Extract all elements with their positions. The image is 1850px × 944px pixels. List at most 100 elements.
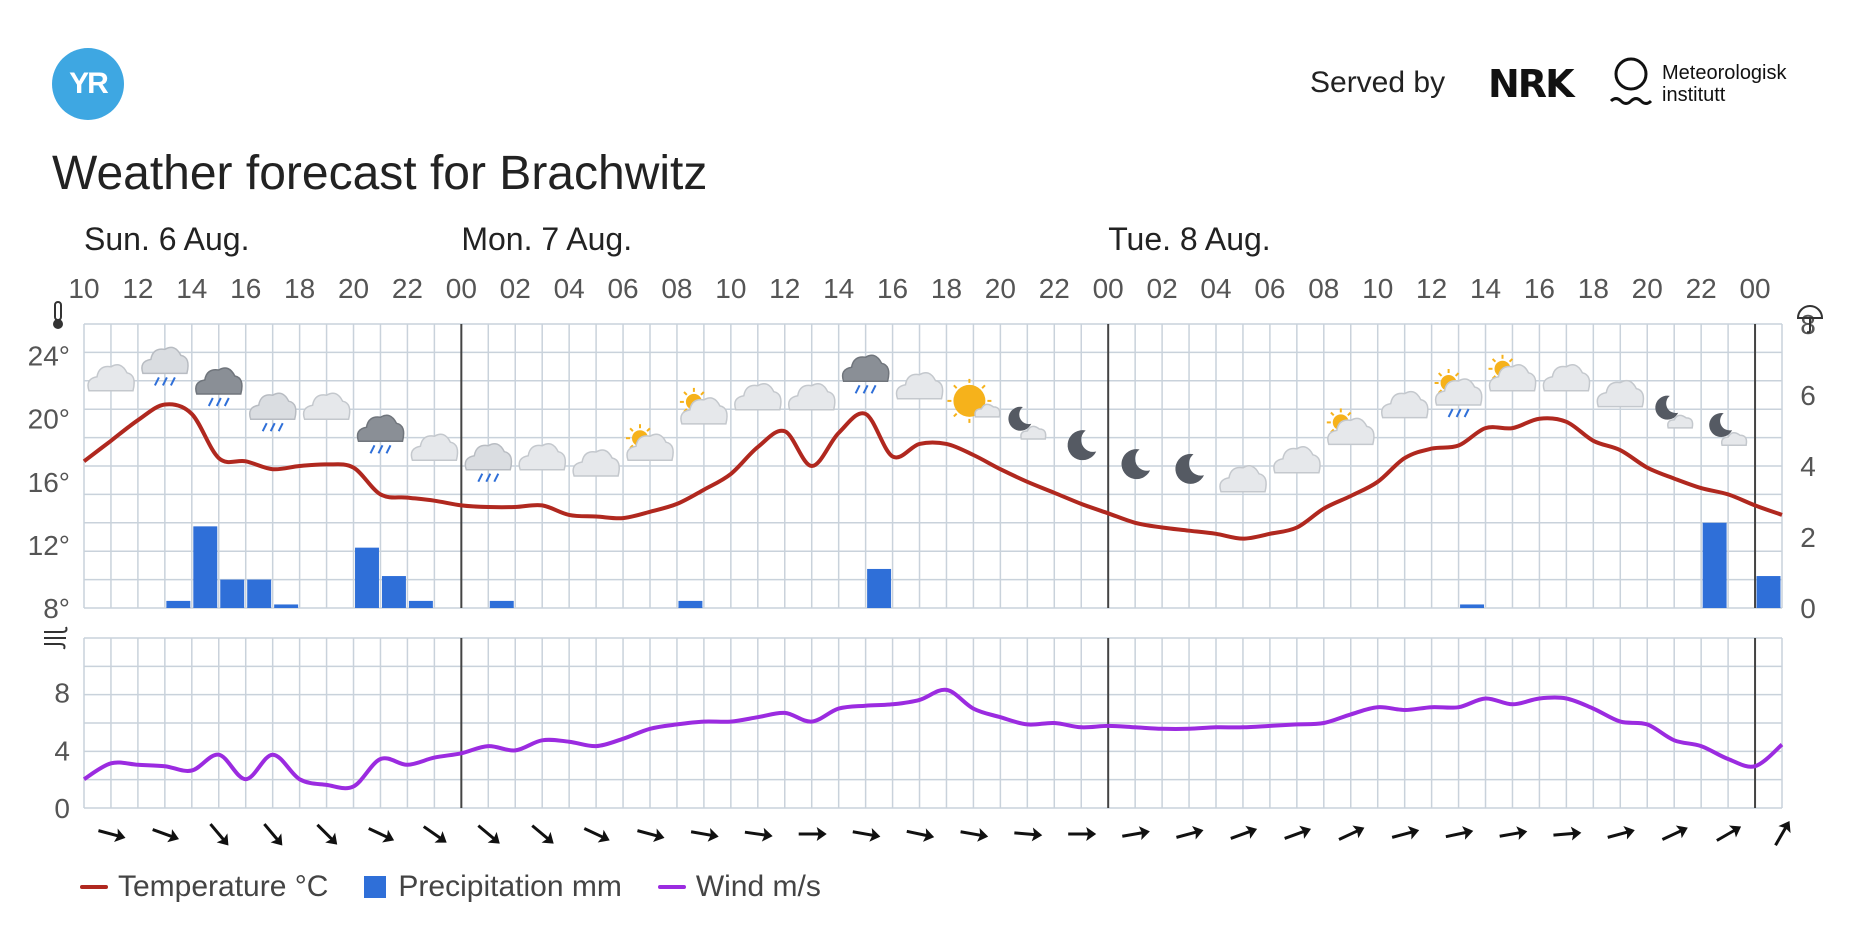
wind-direction-arrow-icon	[316, 823, 338, 845]
hour-tick-label: 18	[931, 273, 962, 304]
chart-legend: Temperature °C Precipitation mm Wind m/s	[80, 870, 857, 904]
wind-direction-arrow-icon	[1338, 825, 1365, 841]
wind-direction-arrow-icon	[1553, 826, 1582, 841]
wind-direction-arrow-icon	[1284, 825, 1311, 840]
header: YR Served by NRK Meteorologisk institutt…	[0, 0, 1850, 200]
weather-cloud-icon	[895, 371, 944, 400]
wind-direction-arrow-icon	[798, 827, 827, 841]
precipitation-bar	[1756, 576, 1781, 608]
wind-direction-arrow-icon	[690, 827, 719, 842]
hour-tick-label: 06	[607, 273, 638, 304]
hour-tick-label: 04	[554, 273, 585, 304]
legend-temperature-swatch	[80, 885, 108, 889]
hour-tick-label: 14	[176, 273, 207, 304]
precip-y-tick-label: 8	[1800, 309, 1816, 340]
wind-direction-arrow-icon	[263, 823, 283, 846]
weather-cloud-icon	[87, 364, 135, 392]
precipitation-bar	[381, 576, 406, 608]
served-by-label: Served by	[1310, 66, 1446, 99]
wind-direction-arrow-icon	[1499, 826, 1528, 841]
temp-y-tick-label: 16°	[28, 467, 70, 498]
weather-cloud-light-rain-icon	[248, 392, 297, 432]
weather-moon-icon	[1121, 449, 1151, 480]
weather-dark-cloud-rain-icon	[841, 354, 890, 394]
precipitation-bar	[274, 604, 299, 608]
wind-direction-arrow-icon	[1068, 827, 1097, 841]
hour-tick-label: 02	[1147, 273, 1178, 304]
wind-direction-arrow-icon	[1716, 825, 1742, 842]
weather-moon-cloud-icon	[1008, 406, 1047, 440]
wind-direction-arrow-icon	[477, 824, 500, 844]
hour-tick-label: 20	[1632, 273, 1663, 304]
weather-partly-sunny-icon	[626, 424, 674, 461]
temp-y-tick-label: 8°	[43, 593, 70, 624]
nrk-logo[interactable]: NRK	[1488, 62, 1575, 106]
weather-partly-sunny-icon	[679, 387, 728, 425]
precipitation-bar	[166, 600, 191, 608]
hour-tick-label: 14	[823, 273, 854, 304]
weather-dark-cloud-rain-icon	[356, 414, 405, 454]
hour-tick-label: 18	[1578, 273, 1609, 304]
weather-cloud-icon	[518, 442, 567, 471]
precipitation-bar	[867, 568, 892, 608]
temperature-line	[82, 402, 1783, 541]
hour-tick-label: 16	[1524, 273, 1555, 304]
hour-tick-label: 10	[68, 273, 99, 304]
hour-tick-label: 12	[769, 273, 800, 304]
hour-tick-label: 22	[1039, 273, 1070, 304]
hour-tick-label: 04	[1200, 273, 1231, 304]
hour-tick-label: 12	[1416, 273, 1447, 304]
hour-tick-label: 12	[122, 273, 153, 304]
wind-direction-arrow-icon	[1122, 826, 1150, 841]
wind-direction-arrow-icon	[98, 828, 126, 843]
wind-y-tick-label: 4	[54, 735, 70, 766]
wind-line	[82, 687, 1784, 791]
precipitation-bar	[408, 600, 433, 608]
weather-cloud-icon	[410, 433, 459, 461]
weather-cloud-icon	[1542, 364, 1591, 392]
hour-tick-label: 08	[661, 273, 692, 304]
weather-partly-sunny-rain-icon	[1434, 369, 1483, 418]
hour-tick-label: 06	[1254, 273, 1285, 304]
hour-tick-label: 10	[1362, 273, 1393, 304]
wind-direction-arrow-icon	[1607, 825, 1635, 840]
met-institute-name: Meteorologisk institutt	[1662, 62, 1787, 106]
weather-cloud-icon	[1273, 446, 1321, 474]
legend-wind: Wind m/s	[657, 870, 821, 904]
temp-y-tick-label: 24°	[28, 341, 70, 372]
hour-tick-label: 18	[284, 273, 315, 304]
weather-cloud-icon	[1219, 465, 1267, 493]
weather-dark-cloud-rain-icon	[195, 367, 243, 407]
wind-direction-arrow-icon	[422, 825, 447, 843]
wind-direction-arrow-icon	[583, 827, 610, 843]
day-label: Tue. 8 Aug.	[1108, 221, 1270, 257]
met-institute-logo-icon[interactable]	[1608, 56, 1654, 112]
hour-tick-label: 16	[877, 273, 908, 304]
weather-cloud-icon	[302, 392, 351, 420]
temp-y-tick-label: 20°	[28, 404, 70, 435]
wind-direction-arrow-icon	[1176, 825, 1204, 840]
umbrella-icon	[1796, 305, 1824, 334]
yr-logo[interactable]: YR	[52, 48, 124, 120]
precipitation-bar	[1460, 604, 1485, 608]
forecast-chart: Sun. 6 Aug. Mon. 7 Aug. Tue. 8 Aug. 10 12 14…	[28, 221, 1824, 847]
precipitation-bar	[489, 600, 514, 608]
precipitation-bar	[247, 579, 272, 608]
hour-tick-label: 02	[500, 273, 531, 304]
hour-tick-label: 22	[1686, 273, 1717, 304]
thermometer-icon	[53, 301, 63, 329]
weather-partly-sunny-icon	[1326, 408, 1375, 446]
precip-y-tick-label: 0	[1800, 593, 1816, 624]
hour-tick-label: 00	[1093, 273, 1124, 304]
wind-direction-arrow-icon	[1661, 825, 1688, 841]
legend-precipitation: Precipitation mm	[364, 870, 622, 904]
weather-moon-cloud-icon	[1655, 395, 1694, 429]
wind-direction-arrow-icon	[906, 828, 935, 842]
weather-cloud-icon	[787, 382, 836, 411]
legend-precipitation-label: Precipitation mm	[398, 870, 622, 903]
hour-tick-label: 00	[1739, 273, 1770, 304]
hour-tick-label: 10	[715, 273, 746, 304]
wind-y-tick-label: 8	[54, 678, 70, 709]
wind-direction-arrow-icon	[1014, 827, 1043, 842]
wind-icon	[44, 626, 68, 650]
